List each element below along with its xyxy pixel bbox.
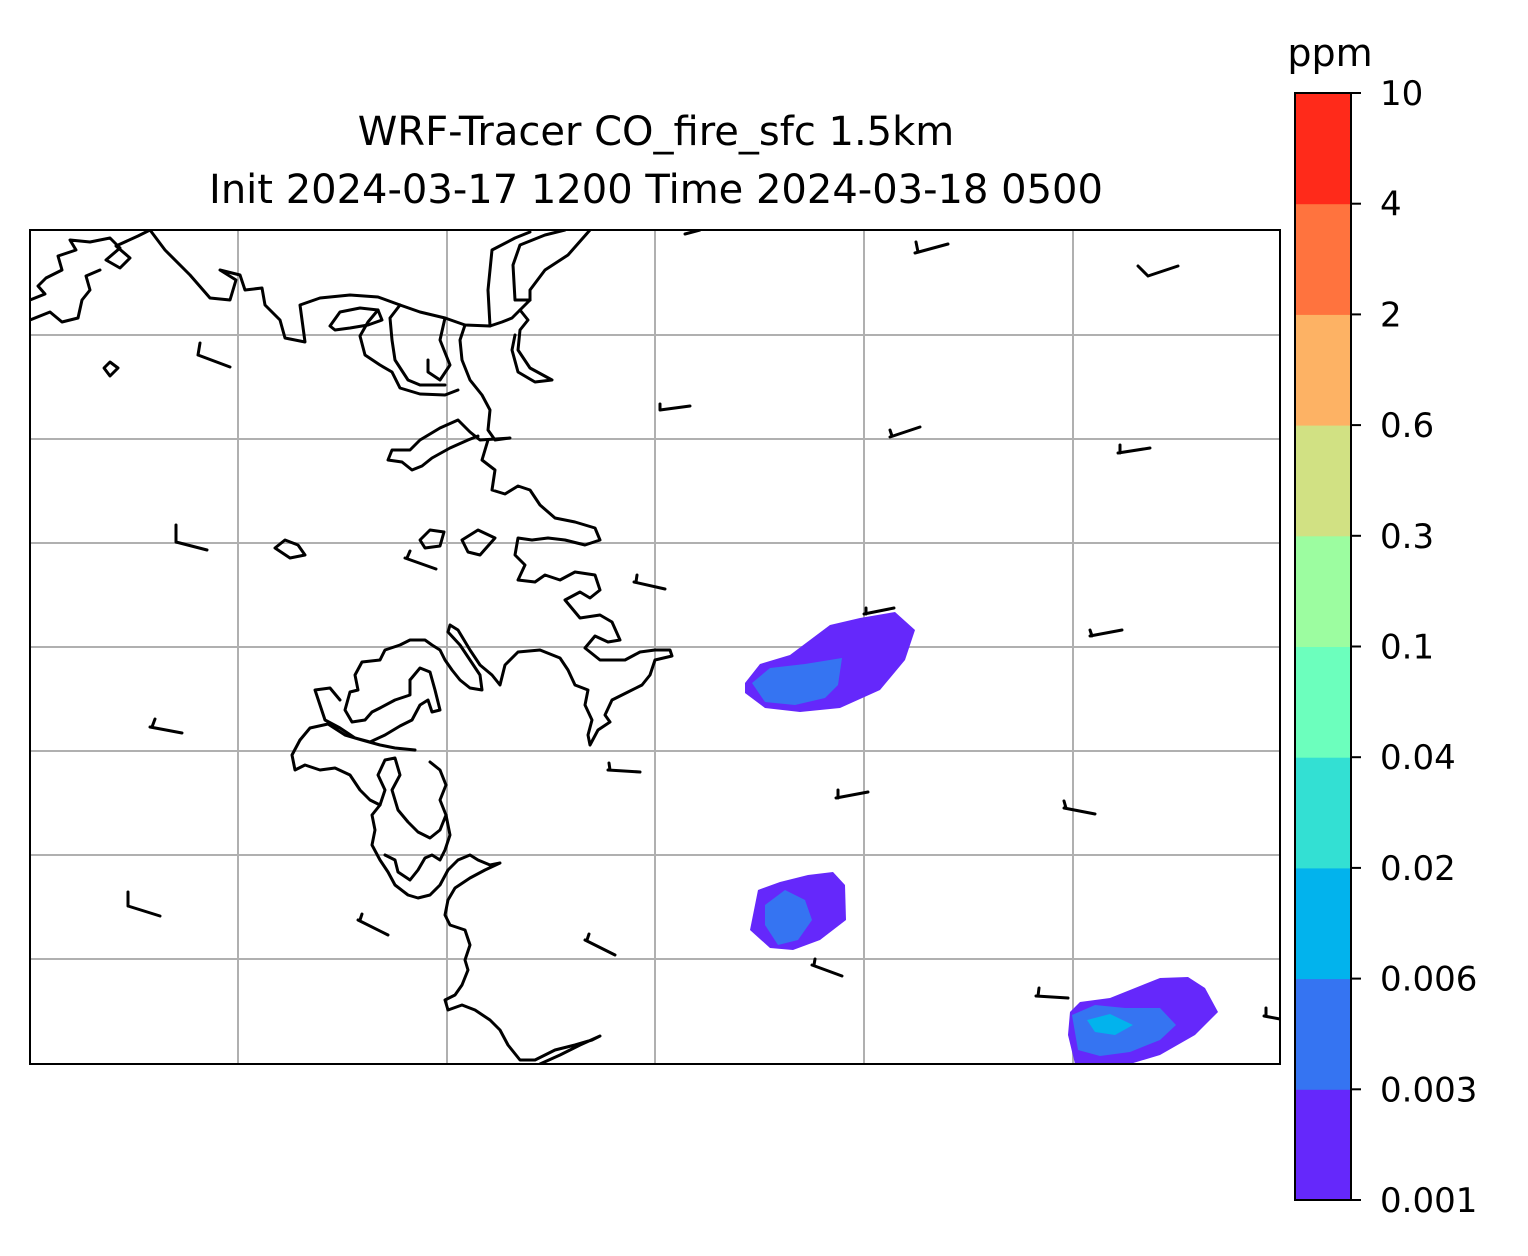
wind-barb [1088,628,1124,638]
plume-southeast [1068,977,1218,1064]
colorbar-tick-label: 2 [1380,295,1402,335]
plume-north-level-2 [752,658,842,705]
coastline-island-3 [418,528,446,550]
wind-barb [196,341,232,369]
coastline-northwest-2 [30,268,102,324]
colorbar-unit-label: ppm [1287,31,1372,75]
colorbar-tick-label: 0.003 [1380,1070,1477,1110]
wind-barb [174,523,209,552]
colorbar-tick-label: 0.02 [1380,849,1456,889]
colorbar-segment [1295,314,1351,426]
map-panel [30,230,1280,1064]
coastline-bay-west-inlet [388,303,452,387]
colorbar-segment [1295,757,1351,869]
coastline-central-south-2 [383,813,452,882]
colorbar-segment [1295,646,1351,758]
wind-barb [810,957,844,978]
wind-barb [862,606,896,616]
coastline-north-inlet-2 [511,230,567,302]
coastline-bay-loop [328,306,384,332]
wind-barb [913,240,950,255]
wind-barbs [126,230,1280,1021]
coastline-northwest [30,230,152,302]
wind-barb [126,890,162,918]
colorbar-tick-label: 0.6 [1380,406,1434,446]
coastline-peninsula-east [343,438,674,747]
colorbar-tick-label: 0.04 [1380,738,1456,778]
colorbar-tick-label: 10 [1380,74,1423,114]
coastline-central-south [370,803,602,1064]
plume-middle-level-2 [765,890,812,945]
colorbar-segment [1295,93,1351,205]
coastline-island-2 [273,538,307,560]
colorbar-segment [1295,1089,1351,1201]
wind-barb [356,912,390,937]
colorbar-tick-label: 0.3 [1380,517,1434,557]
plume-north [745,612,915,712]
colorbar-segment [1295,978,1351,1090]
coastline-central-west [298,666,442,752]
colorbar-segment [1295,425,1351,537]
coastline-north-inlet-3 [528,230,592,302]
wind-barb [583,932,617,957]
map-frame [29,229,1281,1065]
colorbar-tick-label: 0.001 [1380,1181,1477,1221]
wind-barb [888,425,922,439]
wind-barb [1136,264,1180,278]
wind-barb [403,549,438,571]
wind-barb [1034,986,1070,1000]
wind-barb [1062,799,1097,816]
coastline-north [148,230,532,344]
coastlines [30,230,674,1064]
wind-barb [834,788,870,800]
coastline-bay-west [386,323,512,472]
wind-barb [632,573,667,591]
map-title-line1: WRF-Tracer CO_fire_sfc 1.5km [357,109,955,155]
wind-barb [606,761,642,774]
plume-middle [750,872,846,950]
colorbar-tick-label: 0.006 [1380,960,1477,1000]
coastline-bay-west-inlet-2 [358,308,460,397]
colorbar-segment [1295,203,1351,315]
colorbar-segment [1295,867,1351,980]
wind-barb [1116,443,1152,455]
wind-barb [1262,1006,1280,1021]
coastline-island-1 [102,360,120,378]
colorbar-tick-label: 4 [1380,185,1402,225]
colorbar-tick-label: 0.1 [1380,628,1434,668]
coastline-north-inlet-4 [510,308,554,384]
colorbar-segment [1295,535,1351,647]
coastline-island-4 [460,528,497,557]
wind-barb [148,717,184,735]
wind-barb [658,402,692,412]
map-title-line2: Init 2024-03-17 1200 Time 2024-03-18 050… [209,167,1103,213]
plume-southeast-level-3 [1087,1014,1133,1035]
coastline-north-inlet-1 [486,230,532,328]
